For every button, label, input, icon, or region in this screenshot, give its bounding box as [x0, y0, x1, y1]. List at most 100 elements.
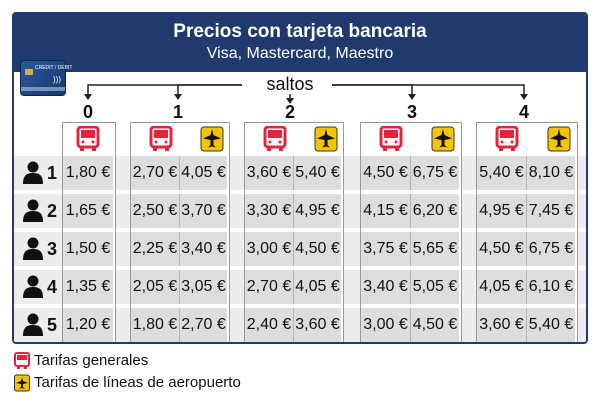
- fare-cell: 3,40 €: [361, 270, 410, 304]
- bus-icon: [495, 125, 519, 152]
- fare-cell: 3,60 €: [294, 308, 341, 342]
- person-icon: [22, 199, 44, 228]
- fare-cell: 2,05 €: [131, 270, 179, 304]
- fare-cell: 5,65 €: [411, 232, 459, 266]
- cell-divider: [526, 232, 527, 266]
- bus-icon: [379, 125, 403, 152]
- fare-cell: 2,40 €: [245, 308, 293, 342]
- fare-cell: 4,50 €: [294, 232, 341, 266]
- passenger-count: 2: [47, 201, 58, 221]
- airplane-icon: [431, 126, 455, 152]
- fare-cell: 5,40 €: [477, 156, 526, 190]
- fare-cell: 3,00 €: [361, 308, 410, 342]
- fare-cell: 2,70 €: [131, 156, 179, 190]
- fare-cell: 3,00 €: [245, 232, 293, 266]
- cell-divider: [179, 156, 180, 190]
- fare-cell: 6,75 €: [411, 156, 459, 190]
- zone-number-4: 4: [518, 102, 529, 122]
- cell-divider: [293, 232, 294, 266]
- fare-cell: 4,15 €: [361, 194, 410, 228]
- saltos-label: saltos: [266, 74, 314, 94]
- fare-cell: 3,75 €: [361, 232, 410, 266]
- cell-divider: [179, 194, 180, 228]
- fare-cell: 4,05 €: [477, 270, 526, 304]
- airplane-icon: [314, 126, 338, 152]
- bus-icon: [76, 125, 100, 152]
- cell-divider: [410, 308, 411, 342]
- passenger-count: 5: [47, 315, 58, 335]
- fare-cell: 2,50 €: [131, 194, 179, 228]
- fare-cell: 1,65 €: [63, 194, 113, 228]
- person-icon: [22, 313, 44, 342]
- bus-icon: [14, 352, 30, 369]
- fare-cell: 4,05 €: [180, 156, 227, 190]
- cell-divider: [293, 194, 294, 228]
- credit-card-icon: CREDIT / DEBIT ))): [20, 60, 72, 96]
- fare-cell: 4,95 €: [294, 194, 341, 228]
- fare-cell: 5,40 €: [527, 308, 575, 342]
- zone-number-1: 1: [172, 102, 183, 122]
- cell-divider: [410, 156, 411, 190]
- bus-icon: [149, 125, 173, 152]
- cell-divider: [293, 156, 294, 190]
- fare-cell: 1,35 €: [63, 270, 113, 304]
- fare-cell: 5,05 €: [411, 270, 459, 304]
- fare-cell: 2,25 €: [131, 232, 179, 266]
- person-icon: [22, 161, 44, 190]
- saltos-arrows: [84, 84, 528, 104]
- cell-divider: [179, 232, 180, 266]
- fare-cell: 1,20 €: [63, 308, 113, 342]
- fare-cell: 4,50 €: [361, 156, 410, 190]
- fare-cell: 2,70 €: [180, 308, 227, 342]
- fare-cell: 8,10 €: [527, 156, 575, 190]
- page-title: Precios con tarjeta bancaria: [173, 21, 427, 42]
- fare-cell: 3,40 €: [180, 232, 227, 266]
- fare-cell: 3,05 €: [180, 270, 227, 304]
- legend-general-label: Tarifas generales: [34, 352, 149, 369]
- person-icon: [22, 275, 44, 304]
- fare-cell: 6,10 €: [527, 270, 575, 304]
- cell-divider: [526, 194, 527, 228]
- fare-cell: 7,45 €: [527, 194, 575, 228]
- passenger-count: 1: [47, 163, 58, 183]
- cell-divider: [410, 232, 411, 266]
- airplane-icon: [14, 374, 30, 392]
- fare-cell: 4,95 €: [477, 194, 526, 228]
- fare-cell: 3,60 €: [477, 308, 526, 342]
- bus-icon: [263, 125, 287, 152]
- fare-cell: 1,50 €: [63, 232, 113, 266]
- legend-airport-label: Tarifas de líneas de aeropuerto: [34, 374, 241, 391]
- cell-divider: [179, 308, 180, 342]
- cell-divider: [179, 270, 180, 304]
- cell-divider: [526, 156, 527, 190]
- cell-divider: [410, 270, 411, 304]
- fare-cell: 5,40 €: [294, 156, 341, 190]
- cell-divider: [293, 270, 294, 304]
- fare-table-frame: Precios con tarjeta bancaria Visa, Maste…: [12, 12, 588, 344]
- fare-cell: 3,30 €: [245, 194, 293, 228]
- fare-cell: 6,75 €: [527, 232, 575, 266]
- airplane-icon: [200, 126, 224, 152]
- fare-cell: 4,50 €: [411, 308, 459, 342]
- page-subtitle: Visa, Mastercard, Maestro: [206, 45, 394, 62]
- fare-cell: 2,70 €: [245, 270, 293, 304]
- passenger-count: 3: [47, 239, 58, 259]
- zone-number-2: 2: [284, 102, 295, 122]
- zone-number-0: 0: [82, 102, 93, 122]
- person-icon: [22, 237, 44, 266]
- fare-cell: 4,05 €: [294, 270, 341, 304]
- fare-cell: 4,50 €: [477, 232, 526, 266]
- airplane-icon: [547, 126, 571, 152]
- fare-cell: 3,60 €: [245, 156, 293, 190]
- header: Precios con tarjeta bancaria Visa, Maste…: [14, 14, 586, 72]
- zone-number-3: 3: [406, 102, 417, 122]
- fare-cell: 1,80 €: [63, 156, 113, 190]
- fare-cell: 1,80 €: [131, 308, 179, 342]
- fare-cell: 3,70 €: [180, 194, 227, 228]
- passenger-count: 4: [47, 277, 58, 297]
- cell-divider: [526, 270, 527, 304]
- fare-cell: 6,20 €: [411, 194, 459, 228]
- cell-divider: [293, 308, 294, 342]
- cell-divider: [410, 194, 411, 228]
- cell-divider: [526, 308, 527, 342]
